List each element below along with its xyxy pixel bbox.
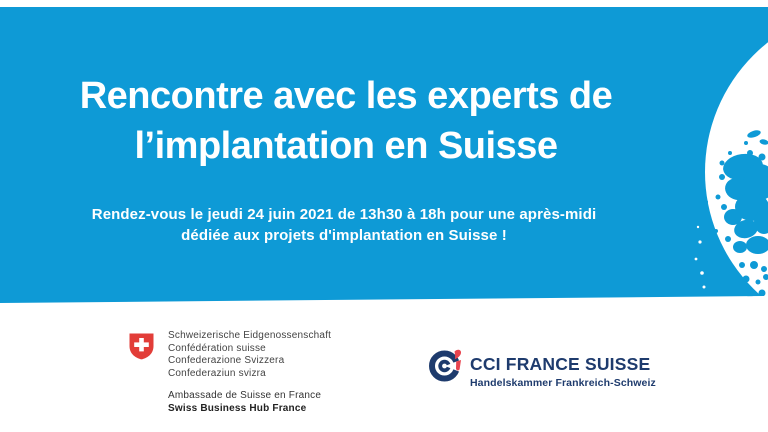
confederation-line: Confederazione Svizzera (168, 355, 285, 367)
page-title-line2: l’implantation en Suisse (134, 125, 558, 167)
swiss-org-text: Ambassade de Suisse en France Swiss Busi… (168, 389, 321, 415)
page-title-line1: Rencontre avec les experts de (79, 75, 613, 117)
banner: Rencontre avec les experts de l’implanta… (0, 7, 768, 303)
swiss-flag-shield-icon (129, 333, 154, 360)
globe-texture-graphic (694, 7, 768, 303)
event-subtitle-line2: dédiée aux projets d'implantation en Sui… (181, 227, 507, 244)
swiss-confederation-text: Schweizerische Eidgenossenschaft Confédé… (168, 330, 331, 380)
swiss-business-hub-line: Swiss Business Hub France (168, 403, 307, 414)
event-subtitle-line1: Rendez-vous le jeudi 24 juin 2021 de 13h… (91, 206, 597, 223)
event-subtitle: Rendez-vous le jeudi 24 juin 2021 de 13h… (0, 204, 688, 246)
confederation-line: Schweizerische Eidgenossenschaft (168, 330, 332, 341)
cci-logo-icon (429, 349, 464, 382)
cci-title: CCI FRANCE SUISSE (470, 354, 651, 374)
cci-subtitle: Handelskammer Frankreich-Schweiz (470, 377, 656, 389)
page-title: Rencontre avec les experts de l’implanta… (0, 71, 692, 171)
confederation-line: Confederaziun svizra (168, 367, 266, 379)
embassy-line: Ambassade de Suisse en France (168, 390, 322, 401)
confederation-line: Confédération suisse (168, 342, 266, 354)
